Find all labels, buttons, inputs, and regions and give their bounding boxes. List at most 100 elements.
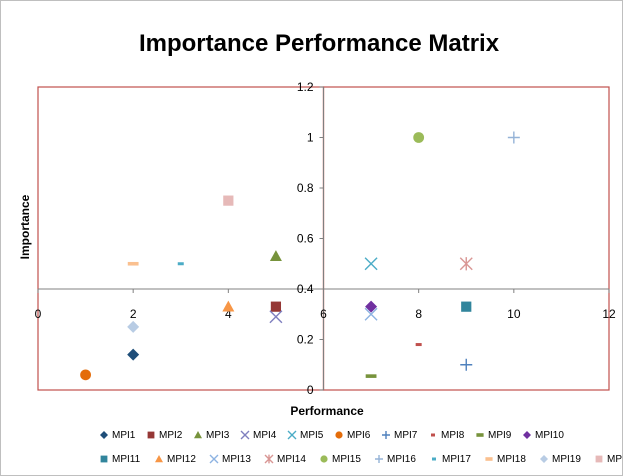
marker-shape [223,195,234,206]
data-point-mpi13 [364,307,378,321]
marker-shape [240,430,250,440]
legend-item-mpi3: MPI3 [194,430,230,441]
legend-marker [431,433,435,437]
x-axis-title: Performance [290,404,364,418]
legend-item-mpi15: MPI15 [320,454,361,465]
x-tick-label: 2 [130,307,137,321]
legend-label: MPI20 [607,454,622,465]
y-tick-label: 0.6 [297,232,314,246]
legend-label: MPI8 [441,430,465,441]
marker-shape [365,300,378,313]
marker-shape [335,431,343,439]
legend-label: MPI10 [535,430,564,441]
marker-shape [222,300,235,312]
legend-label: MPI6 [347,430,371,441]
marker-shape [155,455,163,463]
marker-shape [80,369,91,381]
legend-item-mpi7: MPI7 [382,430,418,441]
marker-shape [127,348,140,361]
marker-shape [100,431,108,439]
legend-item-mpi8: MPI8 [431,430,465,441]
data-point-mpi17 [177,262,184,266]
marker-shape [382,431,390,439]
legend-marker [155,455,163,463]
x-tick-label: 6 [320,307,327,321]
legend-item-mpi12: MPI12 [155,454,196,465]
marker-shape [365,374,377,378]
data-point-mpi19 [127,320,140,333]
legend-marker [100,431,108,439]
marker-shape [269,310,283,324]
marker-shape [432,457,436,461]
legend-marker [432,457,436,461]
legend-item-mpi16: MPI16 [375,454,416,465]
marker-shape [287,430,297,440]
data-point-mpi6 [80,369,91,381]
marker-shape [523,431,531,439]
marker-shape [264,454,274,464]
data-point-mpi1 [127,348,140,361]
marker-shape [100,455,108,463]
marker-shape [194,431,202,439]
legend-marker [540,455,548,463]
data-point-mpi2 [270,301,282,312]
legend-marker [485,457,493,461]
legend-marker [320,455,328,463]
legend-item-mpi5: MPI5 [287,430,324,441]
legend-item-mpi6: MPI6 [335,430,371,441]
marker-shape [485,457,493,461]
data-point-mpi16 [507,131,520,144]
legend-item-mpi10: MPI10 [523,430,564,441]
legend-item-mpi20: MPI20 [595,454,622,465]
legend-item-mpi18: MPI18 [485,454,526,465]
legend-label: MPI4 [253,430,277,441]
data-point-mpi15 [413,132,425,143]
legend-item-mpi14: MPI14 [264,454,306,465]
marker-shape [270,301,282,312]
marker-shape [147,431,155,439]
x-tick-label: 10 [507,307,521,321]
x-tick-label: 0 [35,307,42,321]
x-tick-label: 4 [225,307,232,321]
legend-marker [523,431,531,439]
marker-shape [320,455,328,463]
legend-item-mpi17: MPI17 [432,454,471,465]
marker-shape [127,261,139,266]
data-point-mpi10 [365,300,378,313]
legend-label: MPI11 [112,454,141,465]
marker-shape [476,433,484,437]
y-tick-label: 0.8 [297,181,314,195]
data-point-mpi5 [364,257,378,271]
marker-shape [209,454,219,464]
legend-label: MPI14 [277,454,306,465]
legend-marker [194,431,202,439]
data-point-mpi9 [365,374,377,378]
legend-label: MPI3 [206,430,230,441]
y-axis-title: Importance [18,194,32,259]
data-point-mpi3 [269,250,282,261]
marker-shape [413,132,425,143]
data-point-mpi12 [222,300,235,312]
legend-marker [100,455,108,463]
legend-item-mpi2: MPI2 [147,430,183,441]
marker-shape [540,455,548,463]
data-point-mpi7 [460,358,473,371]
plot-area: 0 2 4 6 8 10 12 0 0.2 0.4 0.6 0.8 1 1.2 [35,80,616,397]
legend-marker [147,431,155,439]
legend-label: MPI19 [552,454,581,465]
marker-shape [595,455,603,463]
legend-marker [382,431,390,439]
legend-label: MPI12 [167,454,196,465]
legend-marker [287,430,297,440]
y-tick-label: 0.2 [297,333,314,347]
marker-shape [375,455,383,463]
marker-shape [269,250,282,261]
legend-label: MPI17 [442,454,471,465]
legend-marker [595,455,603,463]
legend-label: MPI16 [387,454,416,465]
y-tick-label: 0 [307,383,314,397]
marker-shape [461,301,472,312]
quadrant-left [37,86,325,391]
marker-shape [459,257,473,271]
